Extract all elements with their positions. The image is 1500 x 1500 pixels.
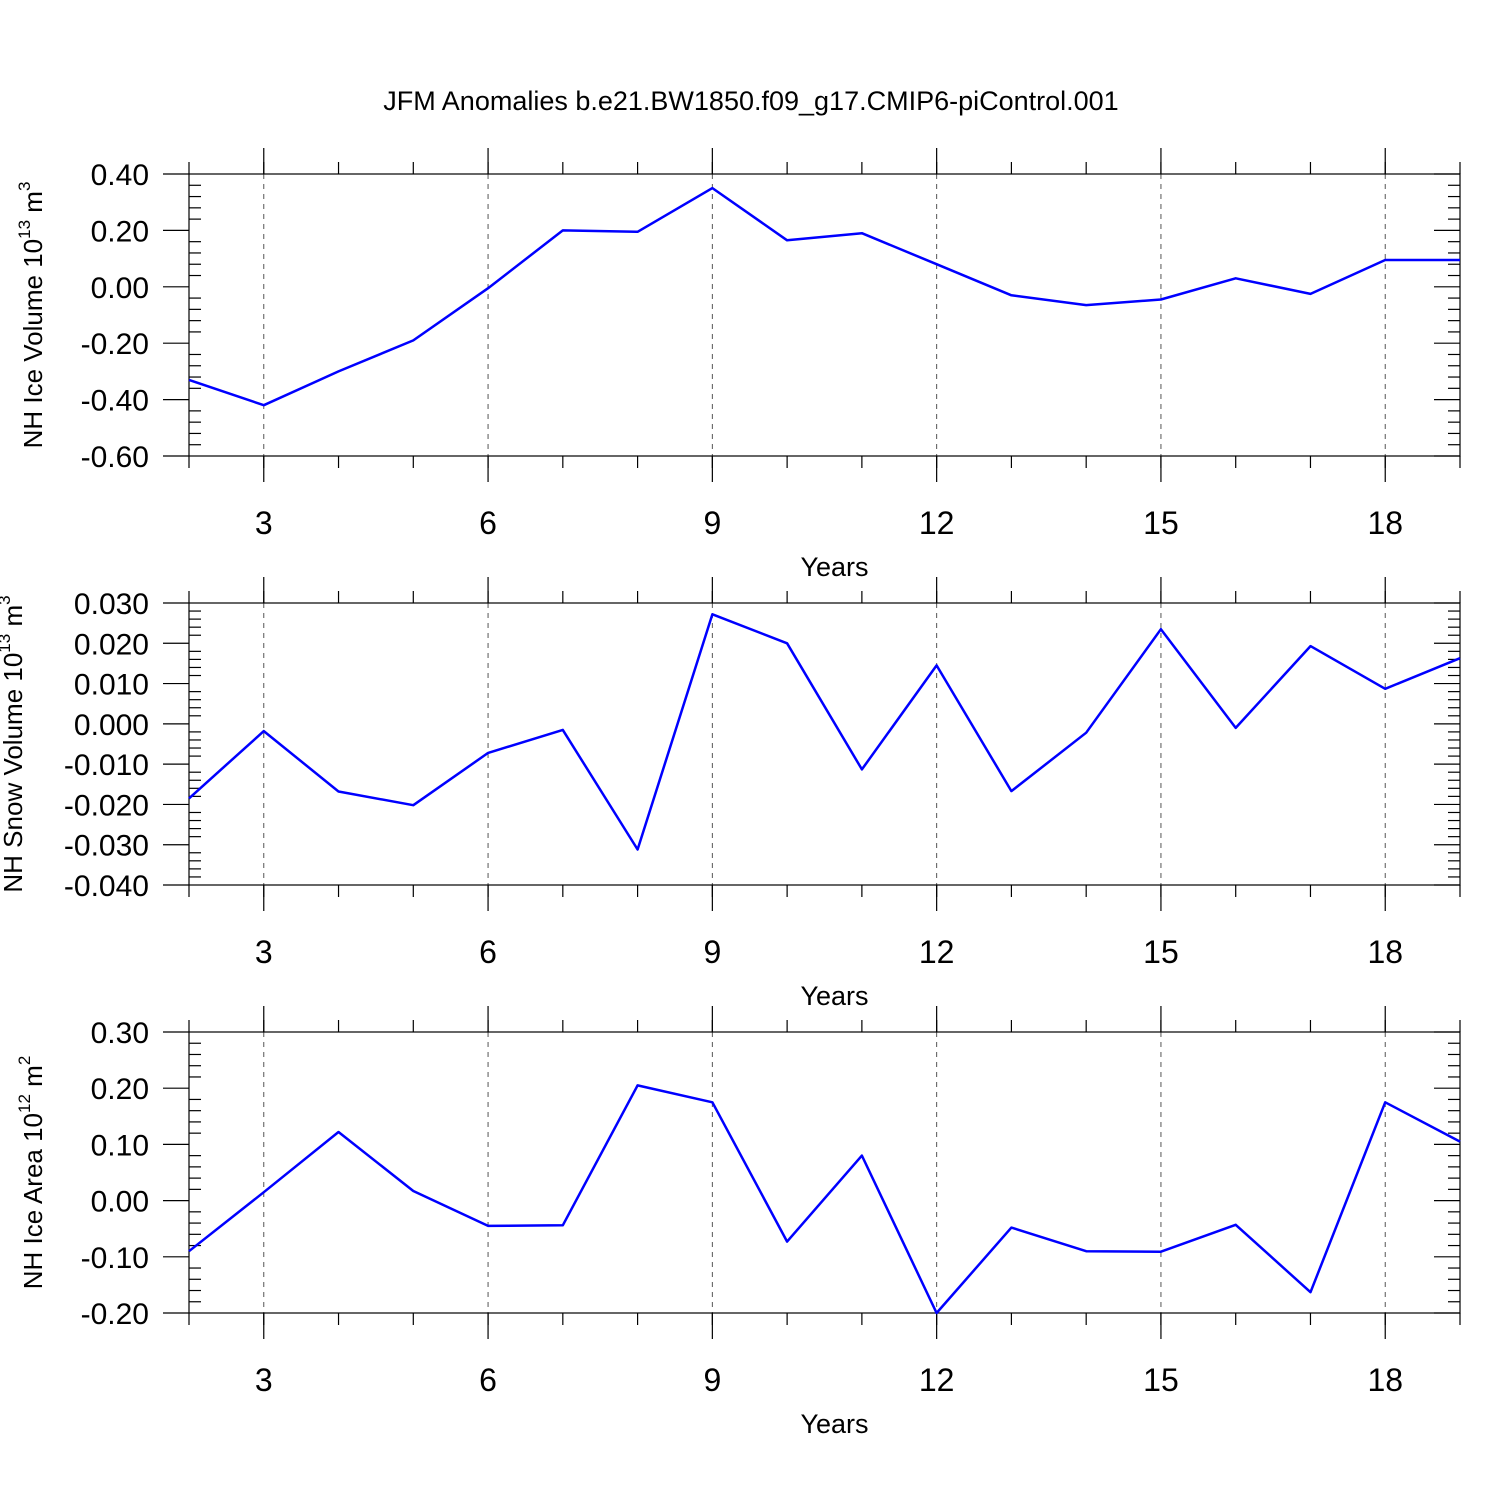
y-axis-label-main: NH Ice Area 10 bbox=[18, 1113, 48, 1289]
y-axis-label-main: NH Snow Volume 10 bbox=[0, 653, 28, 893]
x-axis-label: Years bbox=[800, 552, 868, 582]
plot-frame bbox=[188, 1031, 1461, 1314]
y-axis-label-unit-exponent: 3 bbox=[15, 182, 34, 191]
y-tick-label: -0.20 bbox=[81, 1298, 149, 1331]
y-tick-label: -0.40 bbox=[81, 385, 149, 418]
x-tick-label: 18 bbox=[1367, 505, 1403, 541]
y-axis-label-unit-exponent: 3 bbox=[0, 595, 14, 604]
x-tick-label: 12 bbox=[919, 934, 955, 970]
y-tick-label: 0.10 bbox=[91, 1129, 149, 1162]
y-tick-label: 0.020 bbox=[74, 628, 149, 661]
y-tick-label: -0.10 bbox=[81, 1242, 149, 1275]
series-line bbox=[188, 613, 1461, 851]
x-tick-label: 18 bbox=[1367, 934, 1403, 970]
x-tick-label: 3 bbox=[255, 934, 273, 970]
x-tick-label: 9 bbox=[703, 1362, 721, 1398]
y-axis-label-exponent: 12 bbox=[15, 1094, 34, 1113]
x-tick-label: 15 bbox=[1143, 1362, 1179, 1398]
y-tick-label: -0.20 bbox=[81, 328, 149, 361]
x-tick-label: 3 bbox=[255, 505, 273, 541]
x-tick-label: 9 bbox=[703, 934, 721, 970]
x-tick-label: 6 bbox=[479, 934, 497, 970]
plot-frame bbox=[188, 602, 1461, 886]
x-tick-label: 12 bbox=[919, 1362, 955, 1398]
y-axis-label-unit: m bbox=[18, 1065, 48, 1094]
y-tick-label: 0.40 bbox=[91, 159, 149, 192]
x-tick-label: 12 bbox=[919, 505, 955, 541]
x-tick-label: 15 bbox=[1143, 934, 1179, 970]
y-axis-label-unit: m bbox=[0, 605, 28, 634]
panels: 3 6 9 12 15 18 -0.60 -0.40 -0.20 0.00 0.20 0.40 Year… bbox=[0, 148, 1461, 1439]
y-tick-label: 0.00 bbox=[91, 272, 149, 305]
y-axis-label-exponent: 13 bbox=[15, 220, 34, 239]
x-tick-label: 15 bbox=[1143, 505, 1179, 541]
y-tick-label: -0.030 bbox=[64, 830, 149, 863]
x-tick-label: 18 bbox=[1367, 1362, 1403, 1398]
x-tick-label: 9 bbox=[703, 505, 721, 541]
x-axis-label: Years bbox=[800, 981, 868, 1011]
series-line bbox=[188, 1084, 1461, 1315]
y-axis-label-unit: m bbox=[18, 191, 48, 220]
y-axis-label-main: NH Ice Volume 10 bbox=[18, 239, 48, 449]
y-tick-label: 0.000 bbox=[74, 709, 149, 742]
chart-title: JFM Anomalies b.e21.BW1850.f09_g17.CMIP6… bbox=[383, 86, 1118, 116]
y-tick-label: 0.20 bbox=[91, 215, 149, 248]
y-tick-label: 0.030 bbox=[74, 588, 149, 621]
y-axis-label-exponent: 13 bbox=[0, 634, 14, 653]
y-tick-label: 0.30 bbox=[91, 1017, 149, 1050]
y-tick-label: 0.00 bbox=[91, 1186, 149, 1219]
panel-1: 3 6 9 12 15 18 -0.60 -0.40 -0.20 0.00 0.20 0.40 Year… bbox=[15, 148, 1461, 582]
y-axis-label-unit-exponent: 2 bbox=[15, 1056, 34, 1065]
y-axis-label: NH Ice Volume 1013 m3 bbox=[15, 182, 48, 449]
x-tick-label: 6 bbox=[479, 1362, 497, 1398]
series-line bbox=[188, 186, 1460, 407]
y-tick-label: 0.010 bbox=[74, 669, 149, 702]
panel-3: 3 6 9 12 15 18 -0.20 -0.10 0.00 0.10 0.20 0.30 Years… bbox=[15, 1006, 1461, 1439]
y-axis-label: NH Ice Area 1012 m2 bbox=[15, 1056, 48, 1290]
y-axis-label: NH Snow Volume 1013 m3 bbox=[0, 595, 28, 892]
plot-frame bbox=[188, 173, 1461, 457]
x-tick-label: 3 bbox=[255, 1362, 273, 1398]
y-tick-label: 0.20 bbox=[91, 1073, 149, 1106]
y-tick-label: -0.60 bbox=[81, 441, 149, 474]
x-axis-label: Years bbox=[800, 1409, 868, 1439]
y-tick-label: -0.040 bbox=[64, 870, 149, 903]
panel-2: 3 6 9 12 15 18 -0.040 -0.030 -0.020 -0.010 0.000 0.… bbox=[0, 577, 1461, 1011]
y-tick-label: -0.020 bbox=[64, 789, 149, 822]
y-tick-label: -0.010 bbox=[64, 749, 149, 782]
x-tick-label: 6 bbox=[479, 505, 497, 541]
